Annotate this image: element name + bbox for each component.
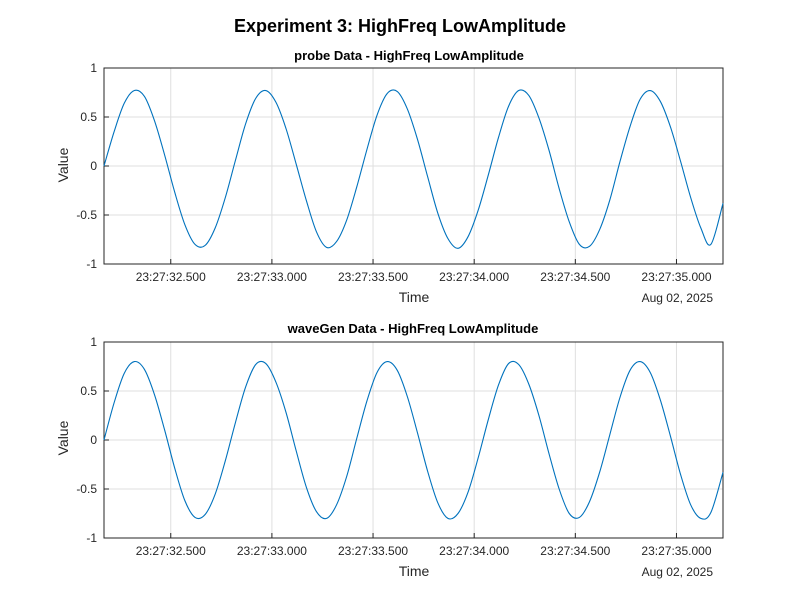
y-tick-label: -1 — [86, 531, 97, 545]
x-tick-label: 23:27:33.000 — [237, 544, 307, 558]
x-axis-label-probe: Time — [399, 289, 430, 305]
axes-title-wavegen: waveGen Data - HighFreq LowAmplitude — [287, 321, 539, 336]
axes-title-probe: probe Data - HighFreq LowAmplitude — [294, 48, 524, 63]
series-wavegen — [103, 360, 724, 520]
series-line — [103, 360, 724, 520]
xticks-probe: 23:27:32.500 23:27:33.000 23:27:33.500 23:2… — [136, 259, 712, 284]
grid-probe — [104, 67, 723, 265]
axes-wavegen: waveGen Data - HighFreq LowAmplitude -1-… — [55, 321, 724, 579]
y-axis-label-wavegen: Value — [55, 420, 71, 455]
x-tick-label: 23:27:34.000 — [439, 544, 509, 558]
x-tick-label: 23:27:34.500 — [540, 270, 610, 284]
y-tick-label: 1 — [90, 61, 97, 75]
x-tick-label: 23:27:32.500 — [136, 544, 206, 558]
x-tick-label: 23:27:35.000 — [641, 544, 711, 558]
series-probe — [103, 89, 724, 249]
yticks-wavegen: -1 -0.5 0 0.5 1 — [76, 335, 109, 545]
y-tick-label: 0 — [90, 159, 97, 173]
grid-wavegen — [104, 341, 723, 539]
series-line — [103, 89, 724, 249]
xticks-wavegen: 23:27:32.500 23:27:33.000 23:27:33.500 23:2… — [136, 533, 712, 558]
x-tick-label: 23:27:35.000 — [641, 270, 711, 284]
axes-probe: probe Data - HighFreq LowAmplitude -1 -0.… — [55, 48, 724, 305]
y-tick-label: -0.5 — [76, 208, 97, 222]
y-tick-label: 0 — [90, 433, 97, 447]
yticks-probe: -1 -0.5 0 0.5 1 — [76, 61, 109, 271]
x-tick-label: 23:27:33.500 — [338, 544, 408, 558]
y-tick-label: -0.5 — [76, 482, 97, 496]
x-tick-label: 23:27:33.500 — [338, 270, 408, 284]
y-axis-label-probe: Value — [55, 147, 71, 182]
x-tick-label: 23:27:33.000 — [237, 270, 307, 284]
x-tick-label: 23:27:34.500 — [540, 544, 610, 558]
x-tick-label: 23:27:32.500 — [136, 270, 206, 284]
y-tick-label: 0.5 — [80, 110, 97, 124]
figure-title: Experiment 3: HighFreq LowAmplitude — [234, 16, 566, 36]
date-label-probe: Aug 02, 2025 — [642, 291, 714, 305]
x-tick-label: 23:27:34.000 — [439, 270, 509, 284]
y-tick-label: 0.5 — [80, 384, 97, 398]
date-label-wavegen: Aug 02, 2025 — [642, 565, 714, 579]
x-axis-label-wavegen: Time — [399, 563, 430, 579]
y-tick-label: 1 — [90, 335, 97, 349]
y-tick-label: -1 — [86, 257, 97, 271]
